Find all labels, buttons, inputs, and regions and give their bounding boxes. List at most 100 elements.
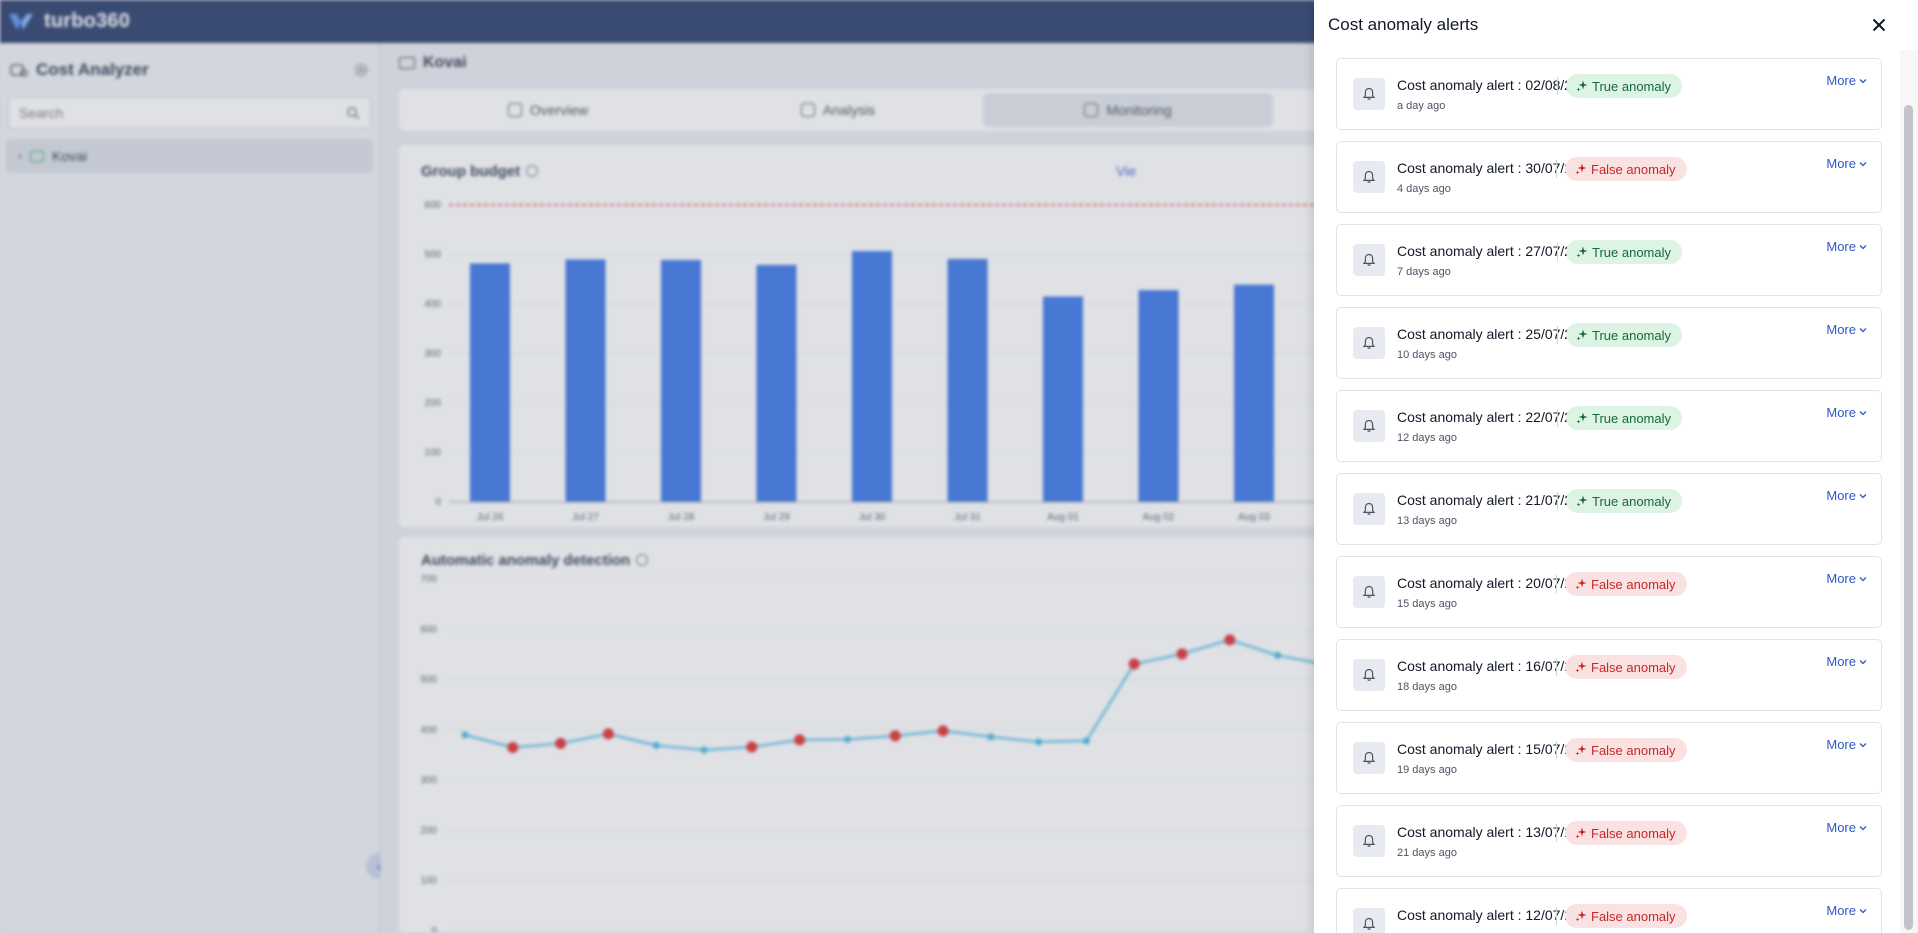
divider bbox=[1556, 658, 1557, 676]
bell-icon-box bbox=[1353, 825, 1385, 857]
sidebar: Cost Analyzer › Kovai bbox=[0, 43, 380, 933]
tab-overview[interactable]: Overview bbox=[403, 93, 693, 127]
bar bbox=[852, 251, 892, 502]
more-button[interactable]: More bbox=[1826, 571, 1867, 586]
chevron-down-icon[interactable] bbox=[1859, 659, 1867, 665]
alert-card[interactable]: Cost anomaly alert : 16/07/2026 False ano… bbox=[1336, 639, 1882, 711]
y-tick-label: 0 bbox=[431, 926, 437, 933]
tree-item-kovai[interactable]: › Kovai bbox=[6, 139, 373, 173]
data-point bbox=[1035, 738, 1043, 746]
divider bbox=[1557, 326, 1558, 344]
anomaly-status-badge: True anomaly bbox=[1566, 74, 1682, 98]
chevron-down-icon[interactable] bbox=[1859, 908, 1867, 914]
badge-label: False anomaly bbox=[1591, 161, 1676, 177]
alert-card[interactable]: Cost anomaly alert : 12/07/2026 False ano… bbox=[1336, 888, 1882, 933]
divider bbox=[1556, 741, 1557, 759]
chevron-down-icon[interactable] bbox=[1859, 410, 1867, 416]
alerts-viewport: Cost anomaly alert : 02/08/2026 True anom… bbox=[1314, 50, 1900, 933]
more-button[interactable]: More bbox=[1826, 156, 1867, 171]
drawer-header: Cost anomaly alerts bbox=[1314, 0, 1918, 50]
bar bbox=[1043, 296, 1083, 502]
close-button[interactable] bbox=[1866, 12, 1892, 38]
scrollbar-thumb[interactable] bbox=[1904, 105, 1913, 930]
y-tick-label: 300 bbox=[424, 349, 441, 360]
alert-relative-time: 4 days ago bbox=[1397, 183, 1451, 195]
search-icon bbox=[347, 107, 360, 120]
more-label: More bbox=[1826, 654, 1856, 669]
bell-icon-box bbox=[1353, 244, 1385, 276]
anomaly-status-badge: True anomaly bbox=[1566, 489, 1682, 513]
sparkle-icon bbox=[1575, 578, 1587, 590]
alert-card[interactable]: Cost anomaly alert : 02/08/2026 True anom… bbox=[1336, 58, 1882, 130]
anomaly-point bbox=[937, 725, 949, 737]
chevron-right-icon[interactable]: › bbox=[18, 149, 22, 163]
more-label: More bbox=[1826, 156, 1856, 171]
sparkle-icon bbox=[1576, 495, 1588, 507]
more-button[interactable]: More bbox=[1826, 737, 1867, 752]
alert-card[interactable]: Cost anomaly alert : 27/07/2026 True anom… bbox=[1336, 224, 1882, 296]
y-tick-label: 100 bbox=[420, 876, 437, 887]
gear-icon[interactable] bbox=[353, 62, 369, 78]
view-link[interactable]: Vie bbox=[1116, 163, 1136, 179]
bell-icon bbox=[1362, 87, 1376, 100]
bell-icon bbox=[1362, 502, 1376, 515]
chevron-down-icon[interactable] bbox=[1859, 742, 1867, 748]
x-tick-label: Jul 29 bbox=[763, 512, 790, 523]
folder-icon bbox=[399, 57, 415, 69]
alert-list: Cost anomaly alert : 02/08/2026 True anom… bbox=[1336, 50, 1882, 933]
alert-relative-time: 15 days ago bbox=[1397, 598, 1457, 610]
more-button[interactable]: More bbox=[1826, 73, 1867, 88]
x-tick-label: Jul 27 bbox=[572, 512, 599, 523]
badge-label: True anomaly bbox=[1592, 493, 1671, 509]
more-button[interactable]: More bbox=[1826, 654, 1867, 669]
alert-card[interactable]: Cost anomaly alert : 25/07/2026 True anom… bbox=[1336, 307, 1882, 379]
more-button[interactable]: More bbox=[1826, 405, 1867, 420]
more-button[interactable]: More bbox=[1826, 322, 1867, 337]
chevron-down-icon[interactable] bbox=[1859, 161, 1867, 167]
more-label: More bbox=[1826, 239, 1856, 254]
y-tick-label: 200 bbox=[420, 825, 437, 836]
card-title-text: Group budget bbox=[421, 163, 521, 180]
alert-card[interactable]: Cost anomaly alert : 30/07/2026 False ano… bbox=[1336, 141, 1882, 213]
alert-title: Cost anomaly alert : 21/07/2026 bbox=[1397, 492, 1596, 508]
alert-card[interactable]: Cost anomaly alert : 20/07/2026 False ano… bbox=[1336, 556, 1882, 628]
monitoring-icon bbox=[1084, 103, 1099, 117]
tab-monitoring[interactable]: Monitoring bbox=[983, 93, 1273, 127]
more-button[interactable]: More bbox=[1826, 239, 1867, 254]
bell-icon-box bbox=[1353, 78, 1385, 110]
chevron-down-icon[interactable] bbox=[1859, 825, 1867, 831]
bell-icon bbox=[1362, 834, 1376, 847]
alert-card[interactable]: Cost anomaly alert : 13/07/2026 False ano… bbox=[1336, 805, 1882, 877]
logo-icon bbox=[9, 13, 33, 30]
bell-icon-box bbox=[1353, 327, 1385, 359]
badge-label: False anomaly bbox=[1591, 742, 1676, 758]
divider bbox=[1556, 824, 1557, 842]
alert-card[interactable]: Cost anomaly alert : 22/07/2026 True anom… bbox=[1336, 390, 1882, 462]
tab-analysis[interactable]: Analysis bbox=[693, 93, 983, 127]
chevron-down-icon[interactable] bbox=[1859, 493, 1867, 499]
bell-icon-box bbox=[1353, 161, 1385, 193]
more-button[interactable]: More bbox=[1826, 903, 1867, 918]
drawer-scrollbar[interactable] bbox=[1900, 50, 1918, 933]
alert-card[interactable]: Cost anomaly alert : 21/07/2026 True anom… bbox=[1336, 473, 1882, 545]
more-button[interactable]: More bbox=[1826, 488, 1867, 503]
close-icon[interactable] bbox=[1872, 18, 1886, 32]
search-input[interactable] bbox=[19, 105, 346, 121]
data-point bbox=[461, 731, 469, 739]
x-tick-label: Aug 01 bbox=[1047, 512, 1079, 523]
chevron-down-icon[interactable] bbox=[1859, 244, 1867, 250]
tab-label: Monitoring bbox=[1106, 102, 1172, 118]
bell-icon-box bbox=[1353, 908, 1385, 933]
chevron-down-icon[interactable] bbox=[1859, 78, 1867, 84]
alert-card[interactable]: Cost anomaly alert : 15/07/2026 False ano… bbox=[1336, 722, 1882, 794]
bell-icon bbox=[1362, 668, 1376, 681]
badge-label: True anomaly bbox=[1592, 78, 1671, 94]
sparkle-icon bbox=[1576, 329, 1588, 341]
chevron-down-icon[interactable] bbox=[1859, 576, 1867, 582]
chevron-down-icon[interactable] bbox=[1859, 327, 1867, 333]
alert-relative-time: 13 days ago bbox=[1397, 515, 1457, 527]
bell-icon-box bbox=[1353, 659, 1385, 691]
overview-icon bbox=[507, 103, 522, 117]
more-button[interactable]: More bbox=[1826, 820, 1867, 835]
divider bbox=[1556, 907, 1557, 925]
